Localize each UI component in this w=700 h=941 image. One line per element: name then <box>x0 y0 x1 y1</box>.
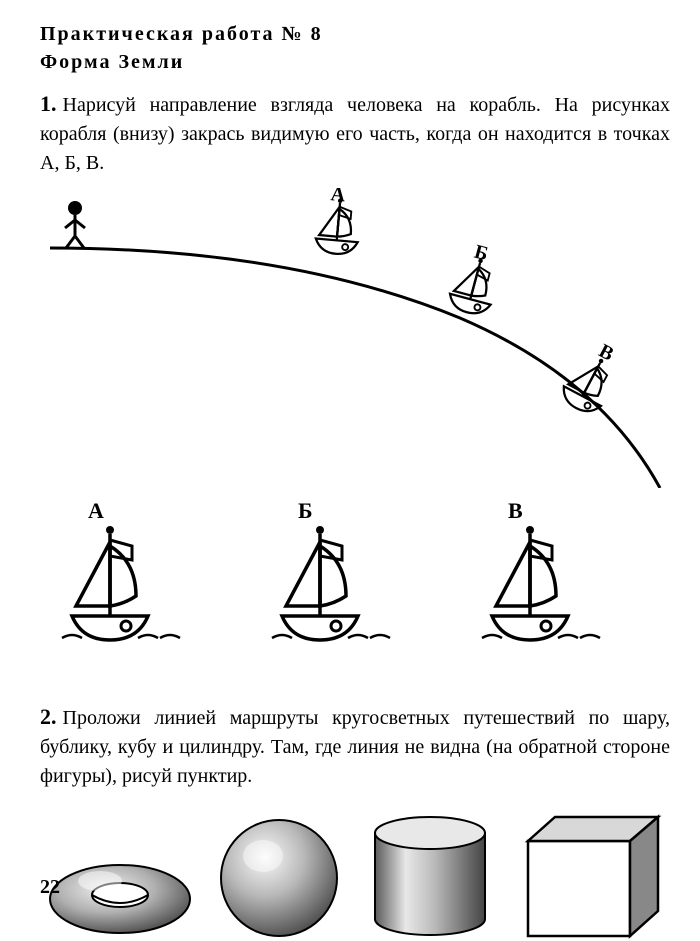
boat-large-a <box>60 526 200 656</box>
horizon-svg: А Б <box>40 188 670 488</box>
shape-torus <box>45 851 195 941</box>
horizon-arc <box>50 248 660 488</box>
task-1-number: 1. <box>40 91 57 116</box>
worksheet-header: Практическая работа № 8 Форма Земли <box>40 20 670 76</box>
stick-figure <box>65 201 85 248</box>
shape-cylinder <box>363 811 498 941</box>
boat-a: А <box>315 188 363 256</box>
boats-row: А Б В <box>60 498 620 661</box>
task-2-text: Проложи линией маршруты кругосветных пут… <box>40 707 670 787</box>
boat-large-v <box>480 526 620 656</box>
task-2: 2.Проложи линией маршруты кругосветных п… <box>40 701 670 791</box>
shapes-row <box>45 811 665 941</box>
boat-cell-a: А <box>60 498 200 661</box>
boat-row-label-a: А <box>88 498 200 524</box>
boat-cell-v: В <box>480 498 620 661</box>
boat-large-b <box>270 526 410 656</box>
task-2-number: 2. <box>40 704 57 729</box>
boat-cell-b: Б <box>270 498 410 661</box>
shape-cube <box>520 811 665 941</box>
horizon-diagram: А Б <box>40 188 670 488</box>
boat-v: В <box>558 333 630 418</box>
task-1: 1.Нарисуй направление взгляда человека н… <box>40 88 670 178</box>
task-1-text: Нарисуй направление взгляда человека на … <box>40 94 670 174</box>
boat-row-label-v: В <box>508 498 620 524</box>
boat-b: Б <box>447 237 506 317</box>
header-line-1: Практическая работа № 8 <box>40 20 670 48</box>
page-number: 22 <box>40 876 60 899</box>
boat-row-label-b: Б <box>298 498 410 524</box>
boat-a-label: А <box>330 188 347 206</box>
boat-v-label: В <box>595 340 617 366</box>
header-line-2: Форма Земли <box>40 48 670 76</box>
shape-sphere <box>217 816 342 941</box>
